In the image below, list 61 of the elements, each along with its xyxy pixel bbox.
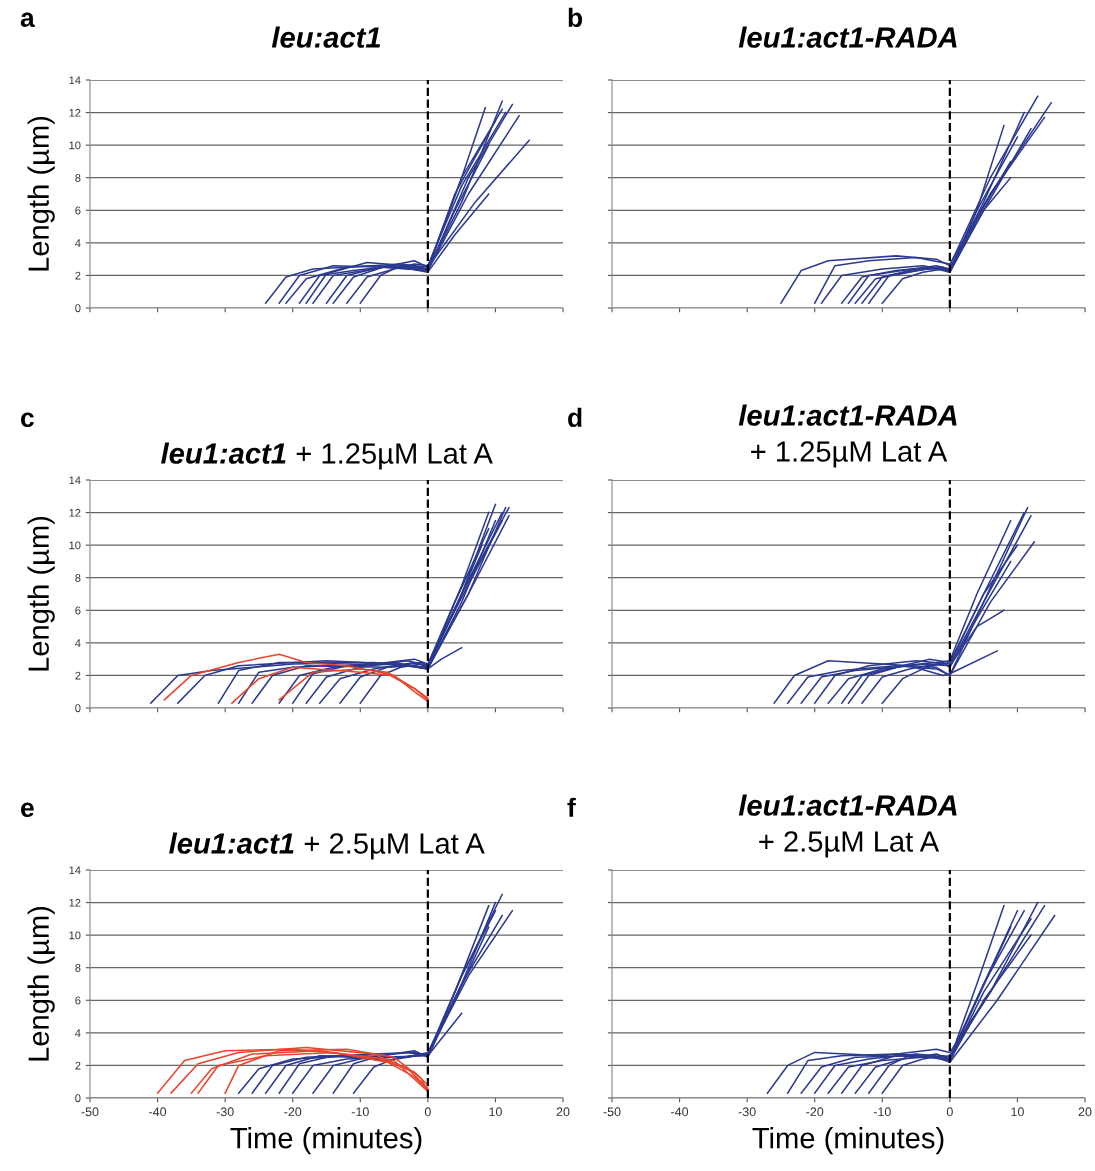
y-tick-label: 0	[75, 1094, 81, 1103]
y-tick-label: 8	[75, 963, 81, 972]
y-tick-label: 14	[69, 476, 81, 485]
x-tick-label: 20	[1078, 1107, 1092, 1117]
text: e	[21, 802, 34, 818]
y-tick-label: 10	[69, 141, 81, 150]
x-tick-label: -10	[873, 1107, 891, 1117]
y-tick-label: 12	[69, 108, 81, 117]
y-tick-label: 6	[75, 606, 81, 615]
text: a	[20, 12, 35, 28]
text: c	[21, 412, 34, 428]
y-tick-label: 0	[75, 704, 81, 713]
y-tick-label: 6	[75, 996, 81, 1005]
text: b	[568, 7, 583, 28]
x-tick-label: 0	[424, 1107, 431, 1117]
text: d	[568, 407, 582, 428]
x-tick-label: -40	[149, 1107, 167, 1117]
x-tick-label: -30	[216, 1107, 234, 1117]
y-tick-label: 10	[69, 931, 81, 940]
x-tick-label: 10	[489, 1107, 502, 1117]
x-tick-label: 20	[556, 1107, 570, 1117]
chart-subtitle: + 1.25µM Lat A	[751, 441, 948, 468]
chart-title: leu1:act1-RADA	[738, 26, 957, 48]
y-tick-label: 0	[75, 304, 81, 313]
text: f	[567, 797, 576, 817]
y-tick-label: 6	[75, 206, 81, 215]
x-tick-label: -20	[806, 1107, 824, 1117]
y-tick-label: 2	[75, 271, 81, 280]
y-tick-label: 2	[75, 1061, 81, 1070]
y-tick-label: 4	[75, 239, 81, 247]
chart-subtitle: + 2.5µM Lat A	[759, 831, 940, 858]
x-tick-label: -40	[671, 1107, 689, 1117]
chart-title: leu1:act1-RADA	[738, 404, 957, 426]
chart-title: leu1:act1	[161, 442, 286, 464]
chart-title: leu:act1	[271, 26, 381, 48]
x-tick-label: 0	[946, 1107, 953, 1117]
chart-title: leu1:act1	[169, 832, 294, 854]
chart-subtitle: + 2.5µM Lat A	[304, 833, 485, 860]
chart-subtitle: + 1.25µM Lat A	[296, 443, 493, 470]
chart-title: leu1:act1-RADA	[738, 794, 957, 816]
y-tick-label: 14	[69, 866, 81, 875]
x-tick-label: -20	[284, 1107, 302, 1117]
y-axis-title: Length (µm)	[27, 906, 55, 1061]
y-tick-label: 4	[75, 1029, 81, 1037]
x-tick-label: 10	[1011, 1107, 1024, 1117]
y-tick-label: 12	[69, 508, 81, 517]
y-axis-title: Length (µm)	[27, 516, 55, 671]
y-tick-label: 12	[69, 898, 81, 907]
y-tick-label: 8	[75, 173, 81, 182]
x-axis-title: Time (minutes)	[230, 1127, 422, 1155]
y-tick-label: 2	[75, 671, 81, 680]
x-tick-label: -50	[603, 1107, 621, 1117]
y-tick-label: 4	[75, 639, 81, 647]
y-tick-label: 8	[75, 573, 81, 582]
y-tick-label: 14	[69, 76, 81, 85]
y-tick-label: 10	[69, 541, 81, 550]
x-tick-label: -10	[351, 1107, 369, 1117]
x-tick-label: -30	[738, 1107, 756, 1117]
x-tick-label: -50	[81, 1107, 99, 1117]
y-axis-title: Length (µm)	[27, 116, 55, 271]
x-axis-title: Time (minutes)	[752, 1127, 944, 1155]
